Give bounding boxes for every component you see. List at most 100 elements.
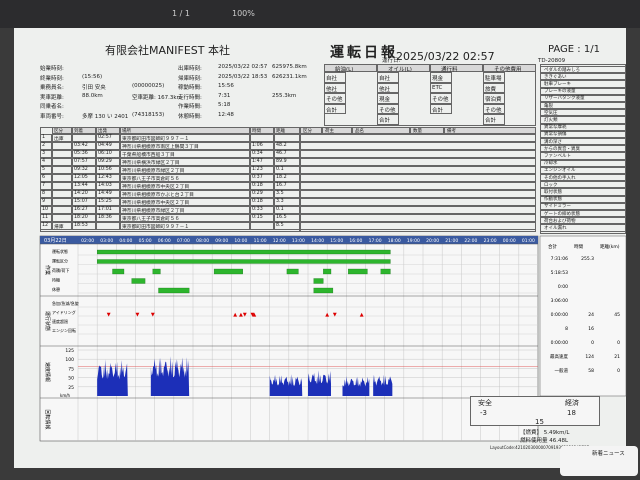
stop-cell	[72, 206, 96, 214]
check-item: 異常な摩耗	[544, 125, 567, 131]
memo-header	[352, 127, 410, 134]
stop-cell	[96, 174, 120, 182]
row-label: 休憩	[52, 286, 60, 292]
zoom[interactable]: 100%	[232, 9, 255, 18]
stop-cell-text: 3	[42, 151, 46, 156]
check-item: 亀裂	[544, 103, 553, 109]
expense-label: 駐車場	[485, 76, 502, 82]
hour-label: 02:00	[81, 238, 94, 244]
summary-value: 一般道	[555, 367, 569, 374]
stop-cell-text: 3.5	[276, 191, 284, 196]
stop-cell	[96, 190, 120, 198]
stop-cell	[96, 214, 120, 222]
summary-value: 0	[591, 340, 594, 346]
stop-cell	[250, 150, 274, 158]
expense-cell	[430, 72, 452, 83]
expense-cell	[377, 72, 399, 83]
check-row	[540, 159, 626, 167]
stop-cell-text: 11	[42, 215, 49, 220]
stop-cell	[40, 182, 52, 190]
check-item: エンジンオイル	[544, 168, 576, 174]
stop-cell-text: 16.7	[276, 183, 287, 188]
expense-label: 他社	[379, 86, 391, 93]
stop-cell-text: 18:36	[98, 215, 112, 220]
stop-header-label: 場所	[122, 128, 131, 134]
stop-cell	[274, 214, 300, 222]
stop-cell	[72, 166, 96, 174]
info-extra: (74318153)	[132, 111, 165, 118]
hour-label: 20:00	[426, 238, 439, 244]
check-item: 空気圧	[544, 110, 558, 116]
work-bar	[313, 287, 334, 294]
work-bar	[131, 278, 146, 284]
work-bar	[348, 268, 368, 275]
stop-cell-text: 15:07	[74, 199, 88, 204]
stop-cell	[120, 214, 250, 222]
stop-cell	[96, 166, 120, 174]
notice-popup[interactable]	[560, 446, 638, 476]
memo-row	[300, 174, 536, 182]
stop-cell-text: 09:29	[98, 159, 112, 164]
info-extra: 255.3km	[272, 92, 297, 99]
section-title: 回転情報	[44, 409, 51, 429]
stop-cell	[274, 174, 300, 182]
stop-cell	[120, 222, 250, 230]
memo-row	[300, 134, 536, 142]
check-row	[540, 174, 626, 182]
expense-cell	[483, 93, 505, 104]
memo-row	[300, 150, 536, 158]
stop-cell-text: 14:03	[98, 183, 112, 188]
stop-cell	[96, 150, 120, 158]
section-title: 作業	[44, 265, 51, 275]
info-extra: 626231.1km	[272, 73, 307, 80]
info-label: 始業時刻:	[40, 66, 64, 72]
check-item: ファンベルト	[544, 153, 571, 159]
expense-header	[324, 64, 377, 72]
expense-header	[377, 64, 430, 72]
info-value: 多摩 130 い 2401	[82, 113, 129, 120]
viewer-toolbar	[0, 0, 640, 28]
hour-label: 16:00	[349, 238, 362, 244]
expense-header	[430, 64, 483, 72]
stop-cell	[52, 166, 72, 174]
info-value: 5:18	[218, 102, 231, 108]
stop-cell-text: 03:42	[74, 143, 88, 148]
check-row	[540, 123, 626, 131]
expense-cell	[324, 93, 346, 104]
stop-cell	[40, 190, 52, 198]
info-value: 88.0km	[82, 92, 103, 99]
stop-header	[120, 127, 250, 134]
event-marker: ▲	[233, 312, 237, 318]
memo-header-label: 品名	[355, 128, 364, 134]
stop-cell-text: 4	[42, 159, 46, 164]
expense-cell	[377, 93, 399, 104]
check-row	[540, 102, 626, 110]
stop-cell	[52, 150, 72, 158]
stop-header	[274, 127, 300, 134]
stop-cell	[274, 182, 300, 190]
stop-cell-text: 06:10	[98, 151, 112, 156]
section-title: 運行状態	[44, 311, 51, 331]
stop-cell	[52, 174, 72, 182]
stop-cell-text: 神奈川県相模原市緑区２丁目	[122, 169, 185, 174]
stop-cell	[274, 166, 300, 174]
expense-cell	[430, 93, 452, 104]
work-bar	[323, 268, 332, 275]
hour-label: 13:00	[292, 238, 305, 244]
check-item: 異常な損傷	[544, 132, 567, 138]
work-bar	[380, 268, 391, 275]
stop-cell-text: 17:01	[98, 207, 112, 212]
doc-id: TD-20809	[538, 58, 566, 64]
expense-label: 自社	[326, 76, 338, 82]
stop-cell	[40, 134, 52, 142]
stop-cell-text: 神奈川県相模原市南区上鶴間３丁目	[122, 145, 199, 150]
check-row	[540, 210, 626, 218]
safety: -3	[480, 409, 487, 417]
expense-cell	[483, 103, 505, 114]
hour-label: 09:00	[215, 238, 228, 244]
summary-value: 16	[588, 326, 594, 332]
stop-cell	[72, 198, 96, 206]
stop-cell	[40, 222, 52, 230]
stop-cell-text: 16:27	[74, 207, 88, 212]
expense-label: 合計	[379, 118, 391, 124]
